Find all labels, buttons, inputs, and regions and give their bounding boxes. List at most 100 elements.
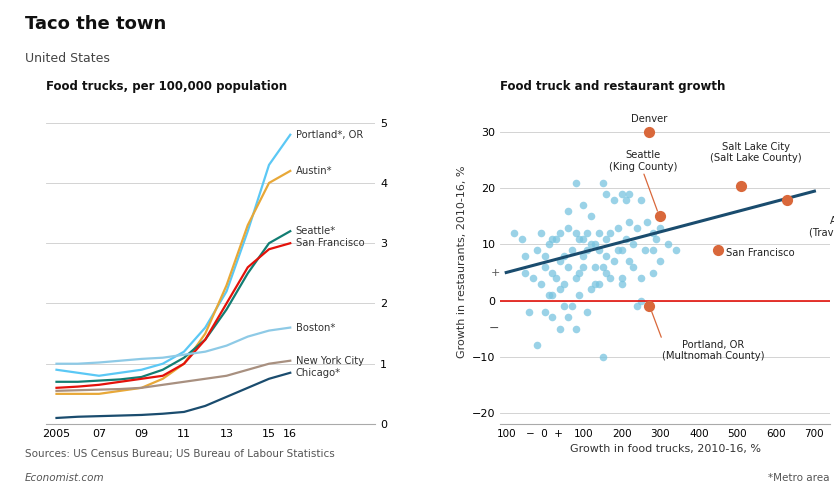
Point: [623, 218, 636, 226]
Point: [585, 241, 598, 248]
Point: [554, 229, 567, 237]
Text: New York City: New York City: [295, 356, 364, 366]
Point: [654, 224, 667, 232]
Text: Salt Lake City
(Salt Lake County): Salt Lake City (Salt Lake County): [710, 141, 801, 163]
Point: [604, 229, 617, 237]
Point: [615, 280, 629, 288]
Point: [619, 235, 632, 243]
Text: Chicago*: Chicago*: [295, 368, 341, 378]
Point: [623, 190, 636, 198]
Point: [580, 229, 594, 237]
Point: [545, 269, 559, 277]
Text: Austin*: Austin*: [295, 166, 332, 176]
Text: +: +: [490, 268, 500, 278]
Text: Austin
(Travis County): Austin (Travis County): [809, 216, 834, 238]
Text: Boston*: Boston*: [295, 322, 335, 333]
Point: [588, 263, 601, 271]
Point: [646, 269, 660, 277]
Point: [711, 246, 725, 254]
Point: [641, 218, 654, 226]
Point: [554, 257, 567, 265]
Text: Seattle
(King County): Seattle (King County): [609, 150, 677, 172]
Point: [611, 224, 625, 232]
Point: [557, 302, 570, 310]
Point: [565, 246, 579, 254]
Point: [535, 229, 548, 237]
Point: [561, 263, 575, 271]
Text: Food truck and restaurant growth: Food truck and restaurant growth: [500, 80, 726, 93]
Point: [585, 285, 598, 293]
Point: [600, 252, 613, 260]
Text: Portland, OR
(Multnomah County): Portland, OR (Multnomah County): [662, 340, 765, 361]
Point: [580, 308, 594, 316]
Point: [669, 246, 682, 254]
Text: Denver: Denver: [631, 114, 667, 124]
Text: San Francisco: San Francisco: [726, 248, 795, 258]
Point: [538, 308, 551, 316]
Point: [604, 274, 617, 282]
Point: [595, 179, 609, 187]
Point: [523, 308, 536, 316]
Point: [592, 246, 605, 254]
Point: [595, 263, 609, 271]
Point: [550, 274, 563, 282]
Text: Sources: US Census Bureau; US Bureau of Labour Statistics: Sources: US Census Bureau; US Bureau of …: [25, 449, 334, 458]
Point: [638, 246, 651, 254]
Point: [565, 302, 579, 310]
Text: Economist.com: Economist.com: [25, 473, 104, 483]
Point: [542, 291, 555, 299]
Point: [661, 241, 675, 248]
Point: [576, 252, 590, 260]
Point: [654, 212, 667, 220]
Point: [654, 257, 667, 265]
Point: [576, 235, 590, 243]
Point: [538, 252, 551, 260]
Y-axis label: Growth in restaurants, 2010-16, %: Growth in restaurants, 2010-16, %: [456, 165, 466, 357]
Point: [550, 235, 563, 243]
Point: [576, 201, 590, 209]
Text: Taco the town: Taco the town: [25, 15, 166, 33]
Point: [557, 252, 570, 260]
Point: [554, 285, 567, 293]
Point: [530, 246, 544, 254]
Text: Portland*, OR: Portland*, OR: [295, 130, 363, 140]
Point: [635, 274, 648, 282]
Text: Food trucks, per 100,000 population: Food trucks, per 100,000 population: [46, 80, 287, 93]
Point: [646, 246, 660, 254]
Point: [515, 235, 528, 243]
Text: Seattle*: Seattle*: [295, 226, 336, 236]
Point: [619, 196, 632, 204]
Text: *Metro area: *Metro area: [768, 473, 830, 483]
Point: [538, 263, 551, 271]
Point: [545, 314, 559, 321]
Point: [573, 291, 586, 299]
Point: [519, 252, 532, 260]
Text: −: −: [490, 322, 500, 335]
Point: [735, 181, 748, 189]
Point: [595, 352, 609, 360]
Point: [600, 235, 613, 243]
Point: [561, 224, 575, 232]
Point: [592, 229, 605, 237]
Point: [646, 229, 660, 237]
Point: [573, 235, 586, 243]
Point: [623, 257, 636, 265]
Text: United States: United States: [25, 52, 110, 65]
Point: [545, 235, 559, 243]
Point: [592, 280, 605, 288]
Point: [642, 128, 656, 136]
Point: [607, 196, 620, 204]
Point: [615, 274, 629, 282]
X-axis label: Growth in food trucks, 2010-16, %: Growth in food trucks, 2010-16, %: [570, 444, 761, 455]
Point: [607, 257, 620, 265]
Point: [631, 302, 644, 310]
Point: [650, 235, 663, 243]
Point: [519, 269, 532, 277]
Point: [611, 246, 625, 254]
Point: [535, 280, 548, 288]
Point: [642, 302, 656, 310]
Point: [507, 229, 520, 237]
Point: [600, 190, 613, 198]
Point: [561, 314, 575, 321]
Point: [557, 280, 570, 288]
